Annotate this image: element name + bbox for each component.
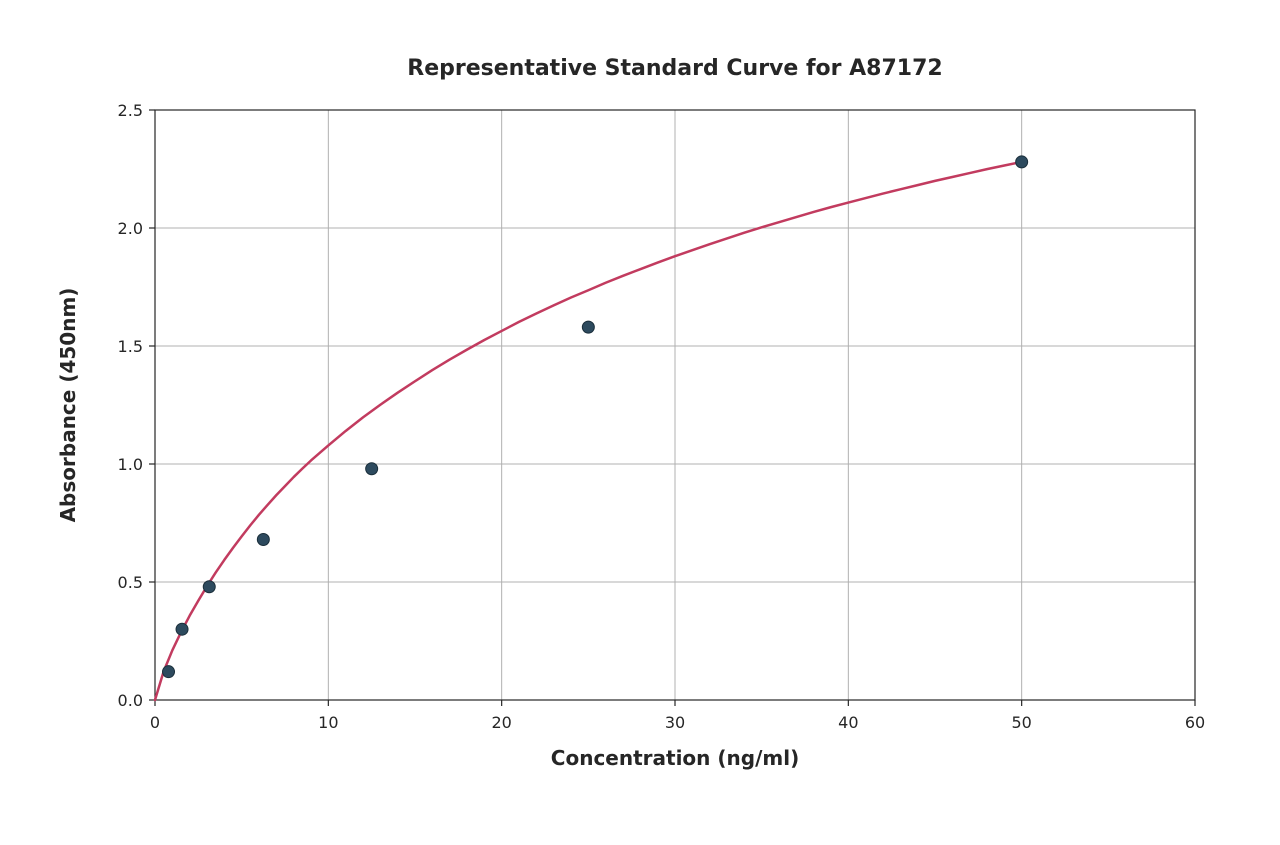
x-tick-label: 0 [150,713,160,732]
chart-container: 0 10 20 30 40 50 60 0.0 0.5 1.0 1.5 2.0 2.5 Represen… [0,0,1280,845]
y-tick-label: 2.5 [118,101,143,120]
x-tick-label: 30 [665,713,685,732]
data-point [257,534,269,546]
x-tick-label: 50 [1011,713,1031,732]
y-tick-label: 1.5 [118,337,143,356]
data-point [1016,156,1028,168]
data-point [176,623,188,635]
y-tick-label: 2.0 [118,219,143,238]
x-tick-label: 10 [318,713,338,732]
x-axis-label: Concentration (ng/ml) [551,746,799,770]
data-point [163,666,175,678]
y-tick-label: 1.0 [118,455,143,474]
data-point [203,581,215,593]
x-tick-label: 20 [491,713,511,732]
x-tick-label: 40 [838,713,858,732]
data-point [582,321,594,333]
chart-svg: 0 10 20 30 40 50 60 0.0 0.5 1.0 1.5 2.0 2.5 Represen… [0,0,1280,845]
y-axis-label: Absorbance (450nm) [56,288,80,523]
y-tick-label: 0.0 [118,691,143,710]
x-tick-label: 60 [1185,713,1205,732]
y-tick-label: 0.5 [118,573,143,592]
data-point [366,463,378,475]
chart-title: Representative Standard Curve for A87172 [407,56,942,81]
chart-background [0,0,1280,845]
